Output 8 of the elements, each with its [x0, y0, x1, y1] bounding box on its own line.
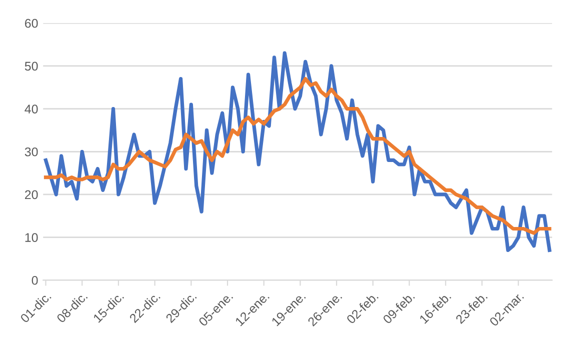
- line-series: [44, 77, 552, 235]
- y-tick-label: 10: [25, 233, 38, 242]
- y-tick-label: 40: [24, 104, 38, 114]
- y-tick-label: 30: [24, 147, 38, 156]
- y-tick-label: 50: [24, 62, 38, 71]
- y-tick-label: 20: [25, 190, 38, 200]
- y-tick-label: 60: [25, 18, 38, 28]
- y-tick-label: 0: [32, 276, 38, 285]
